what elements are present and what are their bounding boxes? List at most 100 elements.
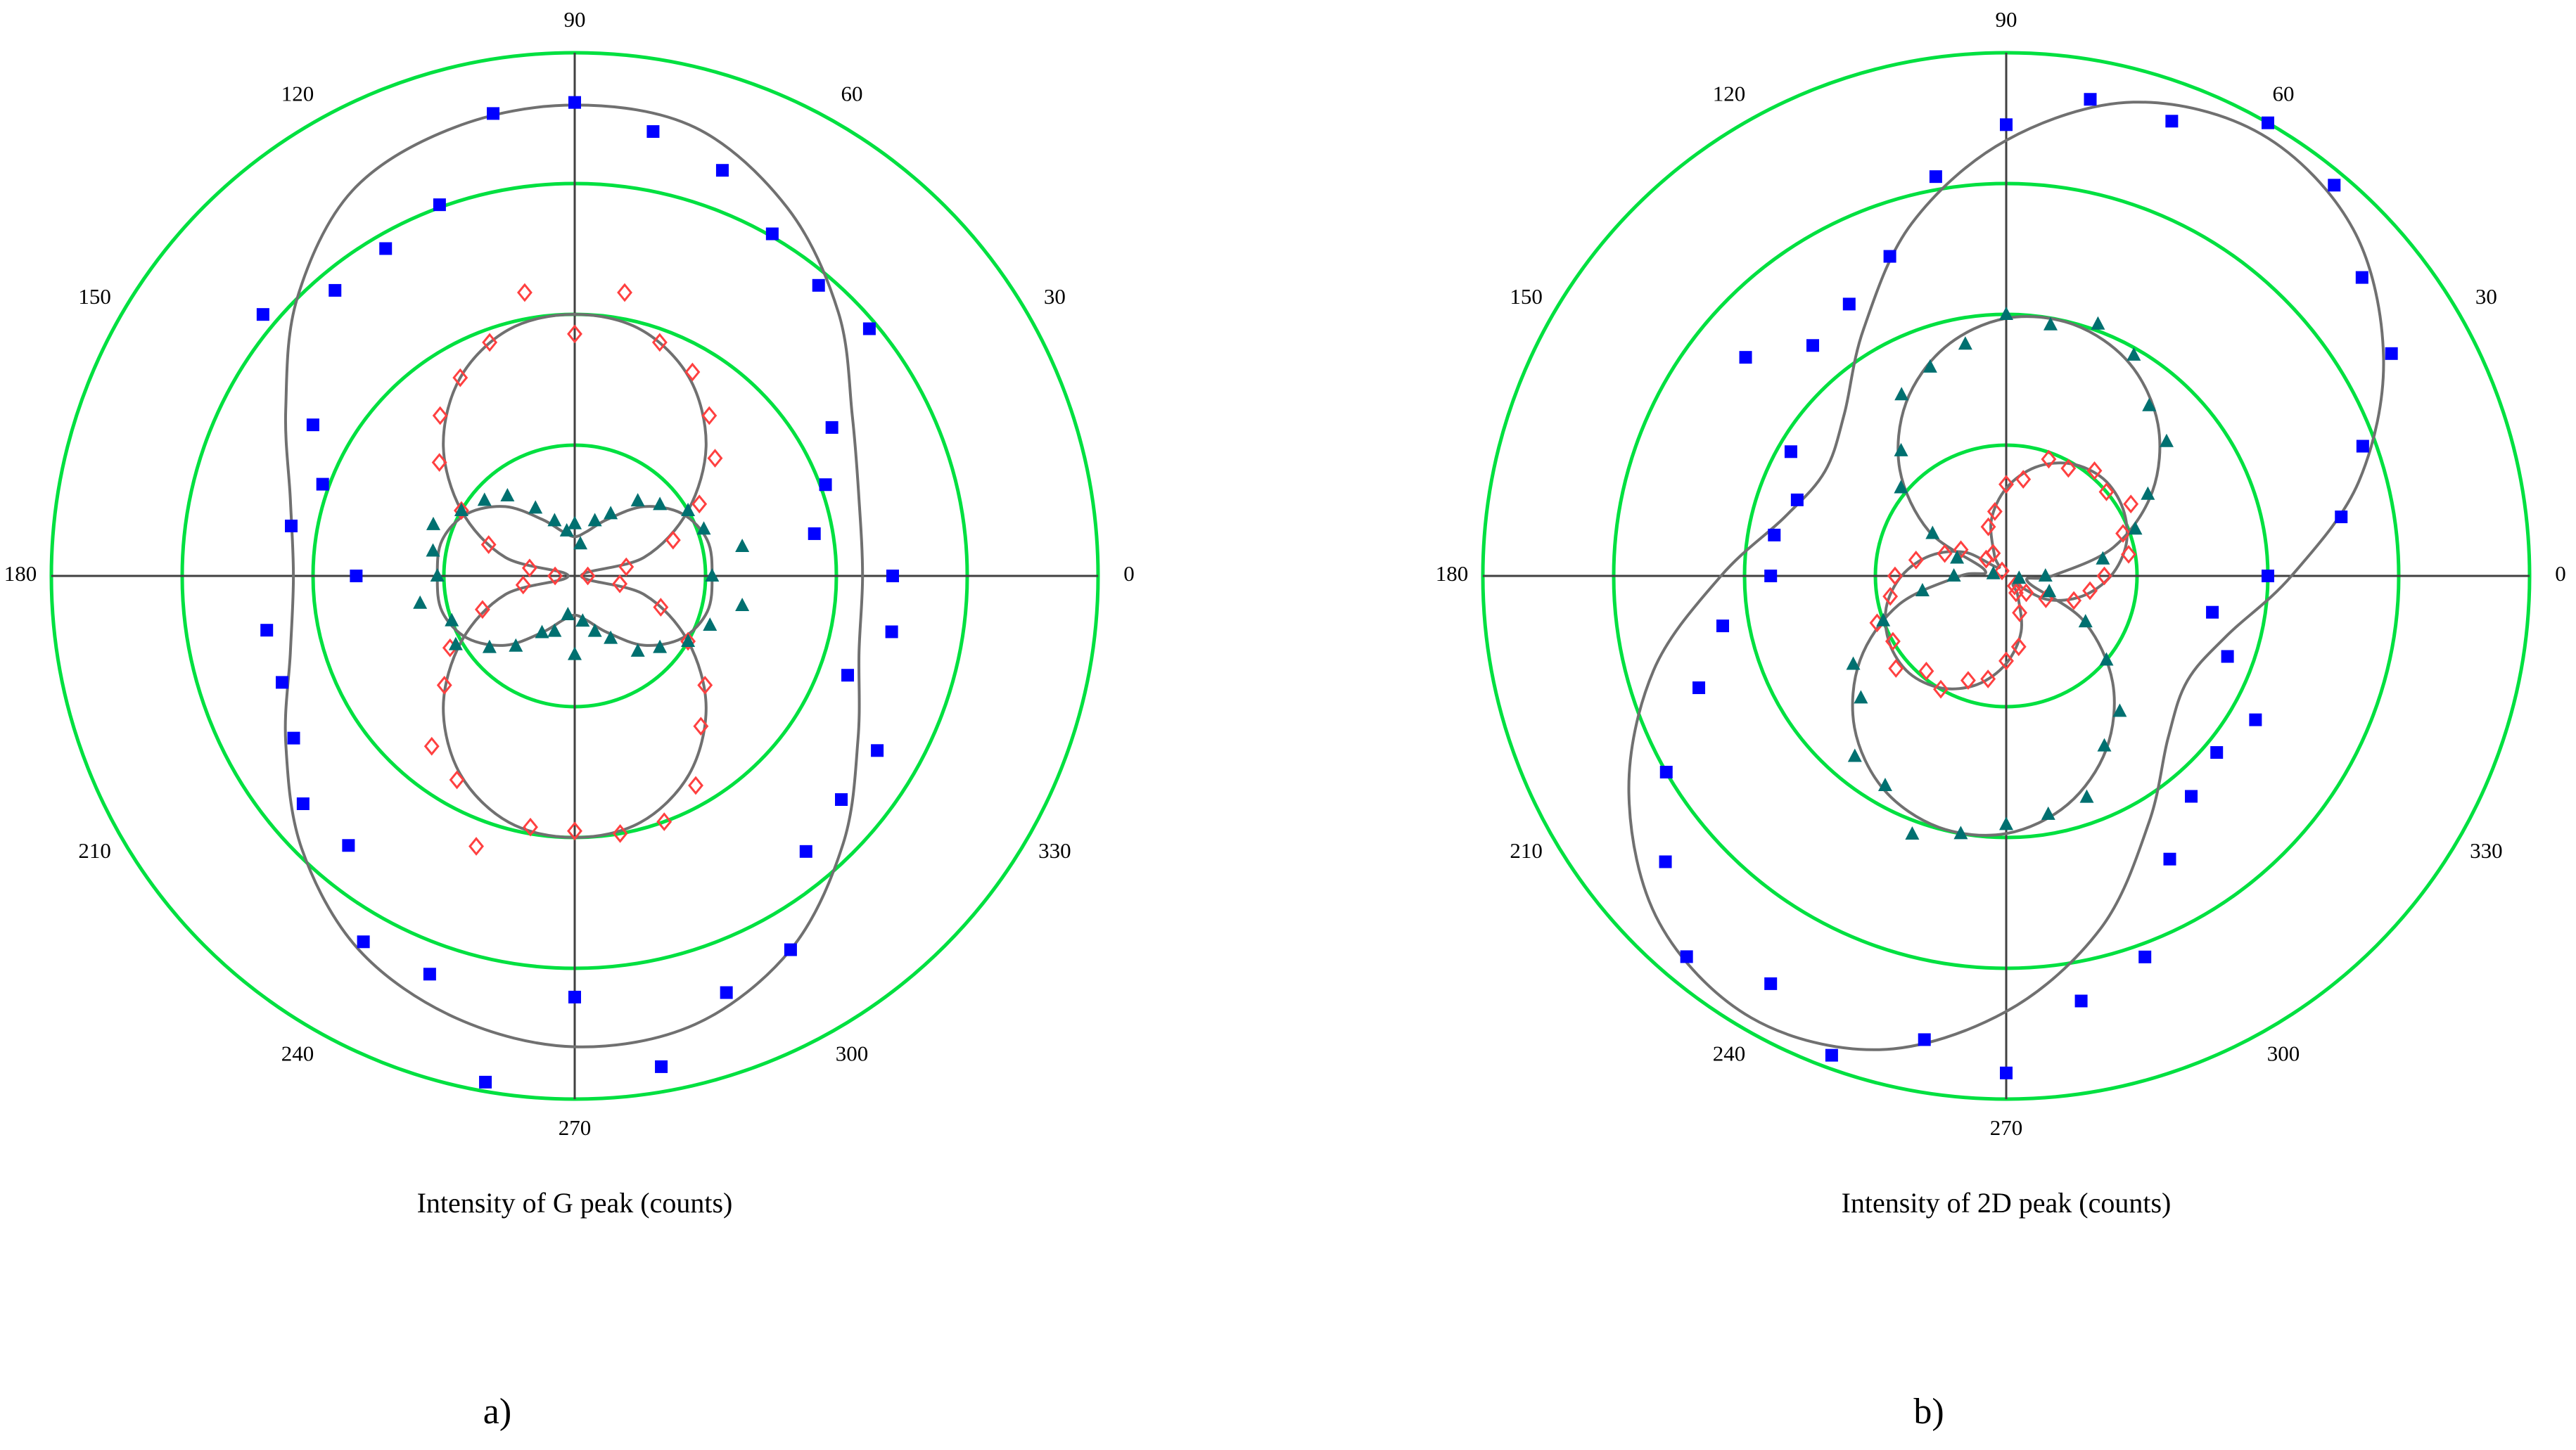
triangle-marker [568,646,582,660]
triangle-marker [500,488,515,502]
diamond-marker [453,501,469,520]
triangle-marker [696,521,711,535]
square-marker [342,839,355,852]
triangle-marker [547,513,562,527]
diamond-marker [693,717,709,736]
triangle-marker [1846,656,1861,670]
square-marker [2138,950,2152,963]
square-marker [2000,1066,2013,1079]
square-marker [487,107,500,120]
triangle-marker [604,506,618,520]
triangle-marker [653,496,668,511]
triangle-marker [1876,612,1891,627]
square-marker [423,968,436,981]
triangle-marker [1905,826,1920,840]
square-marker [2206,605,2219,619]
triangle-marker [1986,565,2001,579]
triangle-marker [2142,397,2157,411]
diamond-marker [468,837,484,856]
triangle-marker [573,536,588,550]
diamond-marker [1994,561,2010,581]
triangle-marker [509,638,523,652]
triangle-marker [735,539,750,553]
diamond-marker [1998,475,2014,494]
square-marker [1768,528,1781,541]
square-marker [784,943,797,956]
diamond-marker [482,333,498,352]
square-marker [568,96,581,109]
diamond-marker [1960,671,1976,690]
triangle-marker [430,568,445,582]
diamond-marker [1978,549,1994,569]
triangle-marker [2091,316,2105,330]
angle-tick-label: 180 [1436,561,1469,586]
triangle-marker [630,493,645,507]
angle-tick-label: 270 [559,1115,592,1140]
square-marker [2000,118,2013,131]
triangle-marker [587,623,602,637]
diamond-marker [617,283,632,302]
triangle-marker [2012,570,2027,584]
triangle-marker [630,643,645,657]
diamond-marker [517,283,533,302]
square-marker [1842,297,1856,311]
diamond-marker [2018,583,2034,603]
square-marker [433,198,446,212]
square-marker [306,418,319,432]
diamond-marker [1933,679,1949,699]
triangle-marker [2038,568,2053,582]
angle-tick-label: 0 [2555,561,2566,586]
triangle-marker [2042,584,2057,598]
diamond-marker [2060,458,2077,478]
square-marker [1825,1048,1838,1062]
angle-tick-label: 0 [1123,561,1135,586]
angle-tick-label: 120 [1713,82,1746,106]
triangle-marker [445,612,459,627]
angle-tick-label: 300 [2267,1041,2300,1066]
triangle-marker [2096,551,2110,565]
square-marker [1659,766,1673,778]
diamond-marker [701,406,718,425]
chart-title: Intensity of 2D peak (counts) [1842,1187,2172,1219]
triangle-marker [559,522,574,537]
diamond-marker [2012,603,2028,622]
square-marker [862,322,876,335]
diamond-marker [707,449,723,468]
diamond-marker [1937,544,1953,563]
square-marker [2084,93,2097,106]
triangle-marker [1958,336,1972,350]
square-marker [2210,746,2224,759]
triangle-marker [703,617,718,631]
triangle-marker [568,515,582,530]
diamond-marker [452,368,468,387]
diamond-marker [1888,659,1904,678]
triangle-marker [604,630,618,644]
square-marker [2262,116,2274,129]
chart-title: Intensity of G peak (counts) [417,1187,733,1219]
diamond-marker [449,770,465,790]
diamond-marker [691,494,708,514]
diamond-marker [1985,544,2001,563]
triangle-marker [1925,525,1940,539]
square-marker [812,278,825,292]
triangle-marker [1946,568,1961,582]
diamond-marker [688,776,703,795]
triangle-marker [2097,738,2112,752]
diamond-marker [2015,470,2032,489]
square-marker [2328,179,2341,192]
triangle-marker [528,500,543,514]
triangle-marker [477,492,492,506]
square-marker [1883,250,1896,263]
triangle-marker [561,606,575,620]
angle-tick-label: 330 [2470,838,2503,863]
angle-tick-label: 270 [1990,1115,2023,1140]
triangle-marker [1854,690,1868,704]
square-marker [2221,650,2234,663]
diamond-marker [2010,637,2027,657]
angle-tick-label: 180 [4,561,37,586]
square-marker [808,527,821,540]
diamond-marker [1980,669,1996,688]
diamond-marker [436,676,452,695]
triangle-marker [454,503,468,516]
triangle-marker [2041,806,2055,820]
